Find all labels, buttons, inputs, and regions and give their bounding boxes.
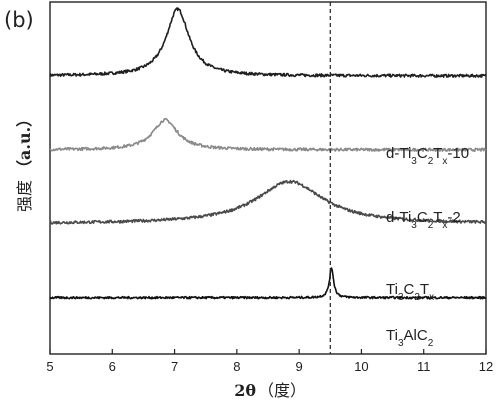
series-line-1 [49, 117, 487, 152]
x-tick-label: 6 [109, 359, 116, 374]
plot-frame [49, 1, 487, 355]
x-axis-title: 2θ （度） [234, 381, 306, 400]
x-axis-title-unit: （度） [258, 381, 306, 400]
x-axis-ticks: 5 6 7 8 9 10 11 12 [46, 349, 493, 374]
y-axis-title-main: 强度 [15, 180, 34, 212]
panel-label: (b) [4, 8, 34, 32]
series-label-0: d-Ti3C2Tx-10 [386, 145, 469, 167]
x-tick-label: 11 [417, 359, 431, 374]
x-tick-label: 8 [233, 359, 240, 374]
x-tick-label: 7 [171, 359, 178, 374]
y-axis-title: 强度 （a.u.） [15, 111, 34, 212]
x-tick-label: 5 [46, 359, 53, 374]
series-labels: d-Ti3C2Tx-10 d-Ti3C2Tx-2 Ti3C2Tx Ti3AlC2 [386, 145, 469, 349]
x-tick-label: 9 [296, 359, 303, 374]
x-tick-label: 10 [354, 359, 368, 374]
series-label-1: d-Ti3C2Tx-2 [386, 209, 461, 231]
series-label-2: Ti3C2Tx [386, 281, 434, 303]
series-curves [49, 7, 487, 300]
series-line-2 [49, 179, 487, 225]
x-tick-label: 12 [479, 359, 493, 374]
series-line-0 [49, 7, 487, 78]
series-line-3 [49, 267, 487, 300]
series-label-3: Ti3AlC2 [386, 327, 434, 349]
x-axis-title-main: 2θ [234, 381, 256, 400]
y-axis-title-unit: （a.u.） [15, 111, 34, 176]
